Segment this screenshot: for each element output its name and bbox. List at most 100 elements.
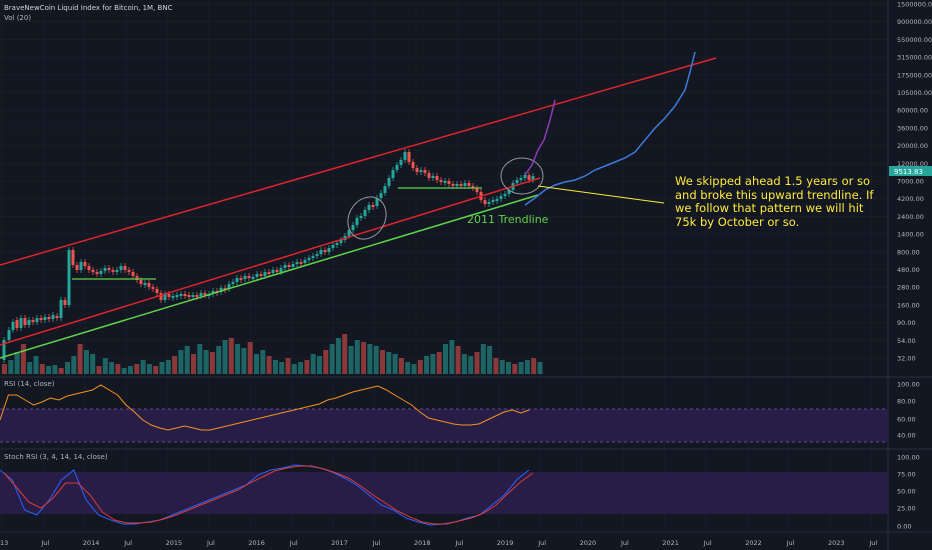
time-axis-tick: 2017 xyxy=(331,539,348,547)
candle-body xyxy=(351,225,355,230)
volume-bar xyxy=(266,356,272,374)
volume-bar xyxy=(58,368,64,374)
volume-bar xyxy=(398,358,404,374)
volume-bar xyxy=(191,354,196,374)
candle-body xyxy=(291,264,295,267)
candle-body xyxy=(243,276,247,279)
volume-bar xyxy=(153,366,159,374)
candle-body xyxy=(359,216,363,218)
candle-body xyxy=(55,316,59,318)
price-axis-tick: 315000.00 xyxy=(897,54,932,62)
volume-bar xyxy=(272,360,278,374)
volume-bar xyxy=(291,364,297,374)
highlight-ellipse-2019 xyxy=(500,157,544,195)
price-badge xyxy=(889,166,932,176)
volume-bar xyxy=(8,360,14,374)
candle-body xyxy=(431,176,435,178)
candle-body xyxy=(475,188,479,192)
candle-body xyxy=(91,270,95,272)
candle-body xyxy=(435,176,439,180)
volume-bar xyxy=(172,356,178,374)
volume-bar xyxy=(216,346,222,374)
volume-bar xyxy=(487,346,493,374)
candle-body xyxy=(107,268,111,270)
candle-body xyxy=(199,293,203,296)
price-axis-tick: 1400.00 xyxy=(897,231,924,239)
candle-body xyxy=(403,152,407,160)
volume-bar xyxy=(222,340,228,374)
channel-upper-line xyxy=(0,57,717,266)
candle-body xyxy=(143,283,147,285)
price-axis-tick: 160.00 xyxy=(897,301,920,309)
candle-body xyxy=(527,175,531,180)
candle-body xyxy=(11,322,15,330)
candle-body xyxy=(287,265,291,267)
candle-body xyxy=(335,243,339,245)
candle-body xyxy=(279,268,283,272)
volume-bar xyxy=(115,364,121,374)
volume-bar xyxy=(2,364,7,374)
candle-body xyxy=(495,199,499,201)
volume-bar xyxy=(65,362,70,374)
rsi-band xyxy=(0,409,888,442)
volume-bar xyxy=(417,360,423,374)
volume-bar xyxy=(77,344,83,374)
time-axis-tick: Jul xyxy=(372,539,381,547)
candles xyxy=(2,149,535,363)
candle-body xyxy=(83,262,87,266)
volume-bar xyxy=(317,356,322,374)
price-axis-tick: 12000.00 xyxy=(897,160,928,168)
candle-body xyxy=(87,266,91,270)
volume-bar xyxy=(184,346,190,374)
volume-bar xyxy=(159,362,165,374)
volume-bar xyxy=(90,354,96,374)
candle-body xyxy=(43,317,47,320)
candle-body xyxy=(391,170,395,178)
time-axis-tick: Jul xyxy=(289,539,298,547)
candle-body xyxy=(255,274,259,277)
candle-body xyxy=(387,178,391,186)
candle-body xyxy=(163,294,167,300)
candle-body xyxy=(303,260,307,263)
volume-bar xyxy=(52,365,58,374)
candle-body xyxy=(99,271,103,274)
volume-bar xyxy=(348,346,354,374)
volume-bar xyxy=(165,360,171,374)
candle-body xyxy=(515,180,519,183)
candle-body xyxy=(183,294,187,296)
candle-body xyxy=(223,288,227,290)
candle-body xyxy=(219,288,223,292)
volume-bar xyxy=(537,362,543,374)
candle-body xyxy=(191,295,195,297)
candle-body xyxy=(379,193,383,198)
candle-body xyxy=(399,160,403,165)
candle-body xyxy=(7,330,11,340)
candle-body xyxy=(239,278,243,280)
price-axis-tick: 54.00 xyxy=(897,337,916,345)
candle-body xyxy=(363,210,367,216)
candle-body xyxy=(131,272,135,276)
candle-body xyxy=(187,295,191,297)
fractal-line-blue xyxy=(524,51,696,206)
candle-body xyxy=(115,270,119,272)
time-axis-tick: Jul xyxy=(620,539,629,547)
volume-bar xyxy=(39,364,45,374)
candle-body xyxy=(275,270,279,272)
volume-bar xyxy=(405,362,411,374)
stoch-axis-tick: 100.00 xyxy=(897,454,920,462)
candle-body xyxy=(523,175,527,178)
candle-body xyxy=(339,240,343,243)
candle-body xyxy=(127,270,131,272)
volume-bar xyxy=(354,340,360,374)
volume-bar xyxy=(20,344,26,374)
candle-body xyxy=(487,202,491,204)
candle-body xyxy=(139,280,143,284)
candle-body xyxy=(31,320,35,322)
candle-body xyxy=(371,205,375,207)
price-axis-tick: 105000.00 xyxy=(897,89,932,97)
rsi-label: RSI (14, close) xyxy=(4,380,55,388)
price-axis-tick: 280.00 xyxy=(897,284,920,292)
candle-body xyxy=(59,300,63,318)
time-axis-tick: 2021 xyxy=(662,539,679,547)
